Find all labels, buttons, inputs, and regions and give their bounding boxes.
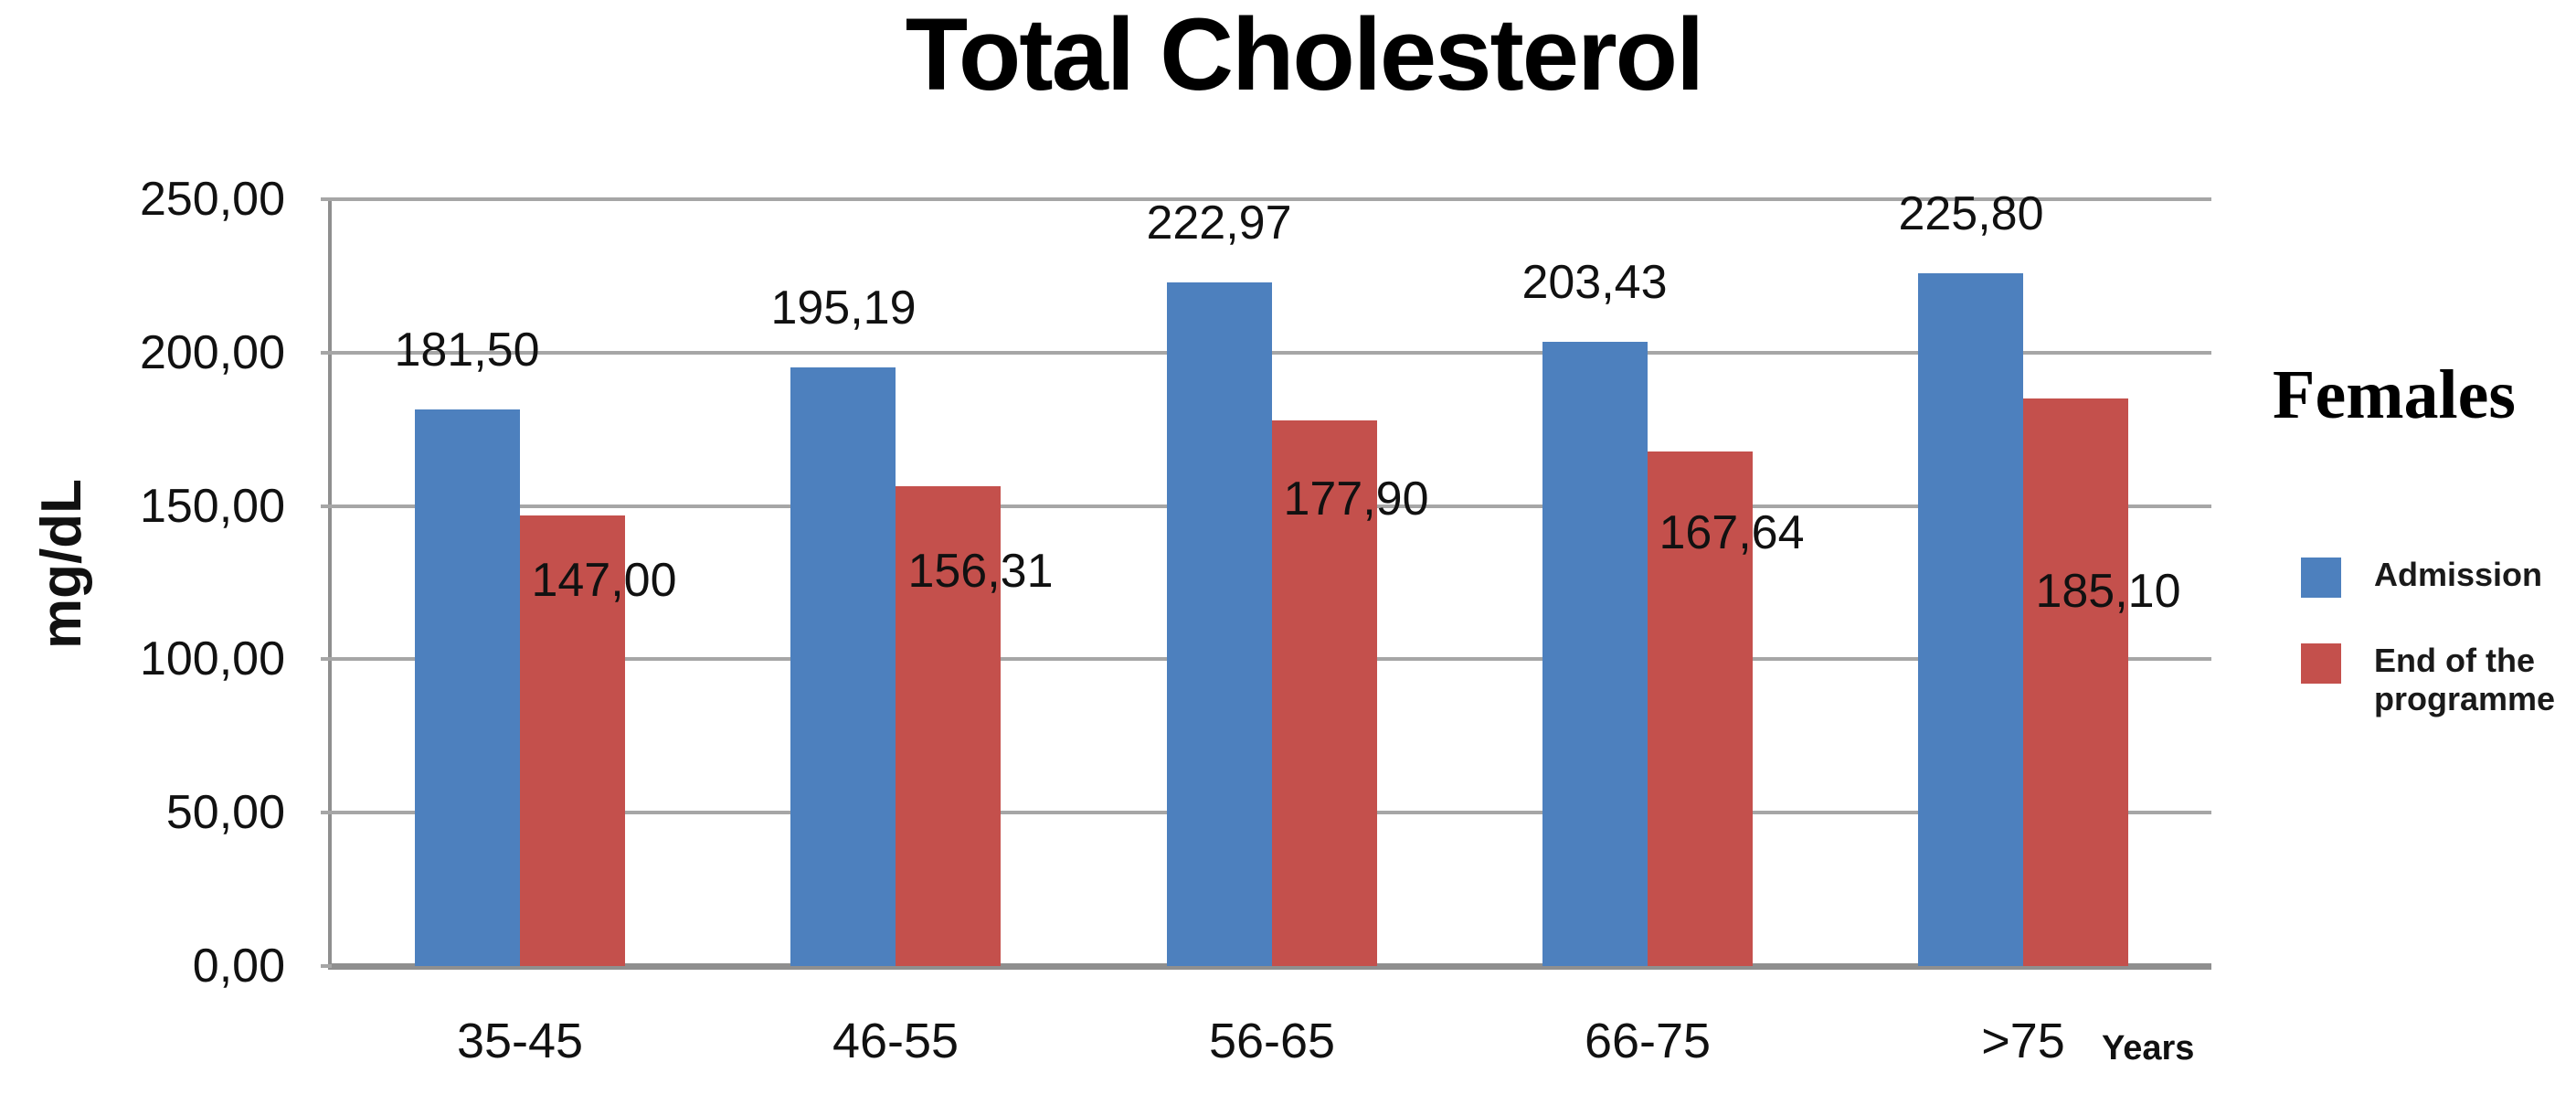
- end-of-programme-bar-66-75: [1648, 451, 1753, 966]
- y-tick-label: 250,00: [139, 173, 285, 226]
- data-label-admission->75: 225,80: [1898, 187, 2044, 240]
- x-tick-label-46-55: 46-55: [832, 1014, 959, 1068]
- x-tick-label->75: >75: [1981, 1014, 2065, 1068]
- end-of-programme-bar-56-65: [1272, 420, 1377, 966]
- admission-bar-46-55: [790, 367, 896, 966]
- admission-bar-35-45: [415, 409, 520, 966]
- legend-title: Females: [2273, 356, 2516, 433]
- y-tick-label: 100,00: [139, 632, 285, 686]
- admission-bar->75: [1918, 273, 2023, 966]
- data-label-admission-35-45: 181,50: [394, 324, 540, 377]
- x-tick-label-66-75: 66-75: [1584, 1014, 1712, 1068]
- end-of-programme-bar->75: [2023, 398, 2128, 966]
- y-axis-line: [328, 199, 332, 970]
- end-of-programme-legend-swatch-icon: [2301, 643, 2341, 684]
- gridline: [332, 197, 2211, 201]
- admission-bar-56-65: [1167, 282, 1272, 966]
- y-axis-tick-mark: [321, 657, 332, 661]
- chart-title: Total Cholesterol: [905, 0, 1704, 112]
- data-label-end-46-55: 156,31: [907, 545, 1054, 598]
- x-tick-label-56-65: 56-65: [1208, 1014, 1336, 1068]
- admission-legend-swatch-icon: [2301, 558, 2341, 598]
- y-axis-tick-mark: [321, 197, 332, 201]
- data-label-end->75: 185,10: [2035, 565, 2181, 618]
- x-axis-unit-label: Years: [2102, 1029, 2195, 1067]
- y-axis-tick-mark: [321, 505, 332, 508]
- legend: Females Admission End of the programme: [2239, 347, 2568, 768]
- x-tick-label-35-45: 35-45: [456, 1014, 584, 1068]
- y-axis-tick-mark: [321, 964, 332, 968]
- data-label-admission-66-75: 203,43: [1521, 256, 1668, 309]
- legend-item-label: End of the programme: [2374, 642, 2556, 717]
- y-tick-label: 0,00: [192, 940, 285, 993]
- data-label-end-66-75: 167,64: [1659, 506, 1805, 559]
- data-label-admission-46-55: 195,19: [770, 281, 917, 335]
- x-axis-line: [328, 963, 2211, 970]
- data-label-end-56-65: 177,90: [1283, 473, 1429, 526]
- data-label-admission-56-65: 222,97: [1146, 196, 1292, 250]
- y-tick-label: 150,00: [139, 479, 285, 533]
- plot-area: 181,50 147,00 195,19 156,31 222,97 177,90 203,…: [321, 187, 2211, 970]
- end-of-programme-bar-46-55: [896, 486, 1001, 966]
- y-tick-label: 50,00: [165, 786, 285, 840]
- y-axis-tick-mark: [321, 811, 332, 814]
- end-of-programme-bar-35-45: [520, 515, 625, 966]
- y-axis-tick-mark: [321, 351, 332, 355]
- data-label-end-35-45: 147,00: [531, 554, 677, 607]
- legend-item-label: Admission: [2374, 556, 2543, 593]
- y-tick-label: 200,00: [139, 325, 285, 379]
- admission-bar-66-75: [1542, 342, 1648, 966]
